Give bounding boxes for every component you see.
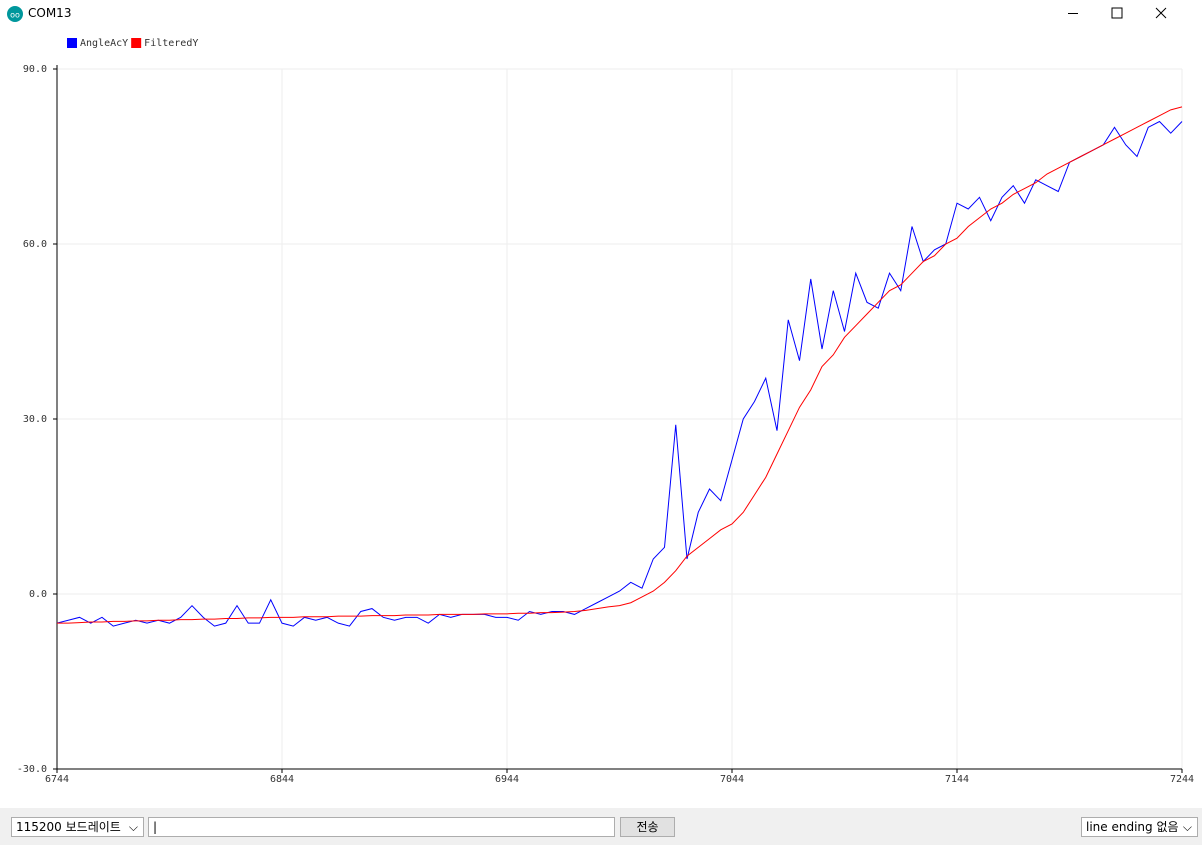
message-input[interactable]: | [148, 817, 615, 837]
legend-swatch [67, 38, 77, 48]
x-tick-label: 7044 [720, 774, 744, 785]
window-title: COM13 [28, 6, 72, 20]
y-tick-label: 60.0 [23, 239, 47, 250]
series-line [56, 120, 1183, 627]
bottom-bar: 115200 보드레이트 ⌵ | 전송 line ending 없음 ⌵ [0, 808, 1202, 845]
y-tick-label: -30.0 [17, 764, 47, 775]
y-tick-label: 0.0 [29, 589, 47, 600]
line-ending-select[interactable]: line ending 없음 ⌵ [1081, 817, 1198, 837]
x-tick-label: 6744 [45, 774, 69, 785]
x-tick-label: 6844 [270, 774, 294, 785]
legend-swatch [131, 38, 142, 48]
title-bar: oo COM13 [0, 0, 1202, 27]
chart: -30.0 0.0 30.0 60.0 90.0 6744 6844 6944 7044 7144… [17, 38, 1194, 785]
baud-select[interactable]: 115200 보드레이트 ⌵ [11, 817, 144, 837]
window-controls[interactable] [1062, 0, 1202, 27]
x-tick-label: 7144 [945, 774, 969, 785]
legend-label: AngleAcY [80, 38, 128, 49]
x-tick-label: 6944 [495, 774, 519, 785]
send-button[interactable]: 전송 [620, 817, 675, 837]
y-tick-label: 30.0 [23, 414, 47, 425]
svg-text:oo: oo [10, 11, 20, 20]
line-ending-label: line ending 없음 [1086, 820, 1179, 834]
app-icon: oo [7, 6, 23, 22]
y-tick-label: 90.0 [23, 64, 47, 75]
legend-label: FilteredY [144, 38, 198, 49]
x-tick-label: 7244 [1170, 774, 1194, 785]
baud-label: 115200 보드레이트 [16, 820, 121, 834]
series-line [57, 106, 1183, 624]
